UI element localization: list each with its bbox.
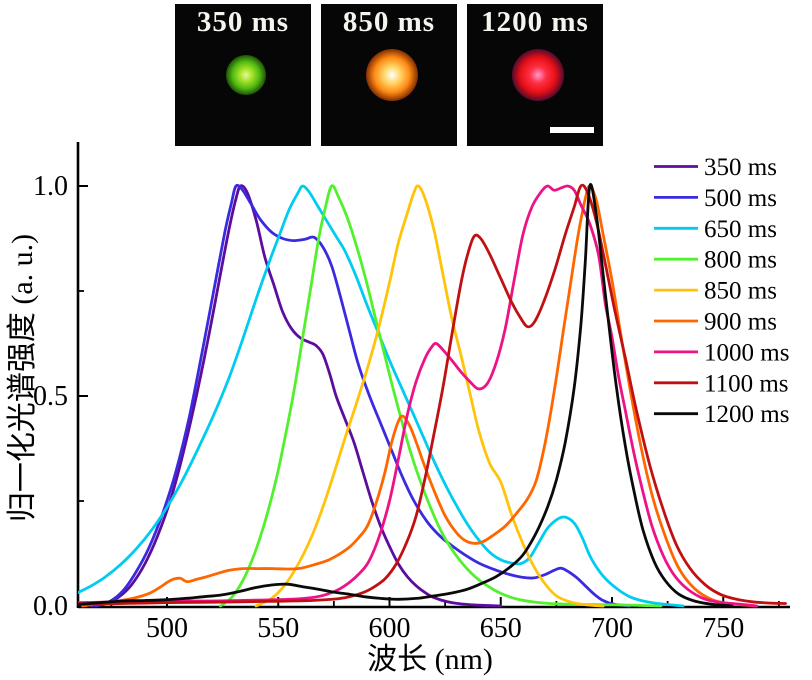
- series-curve-850ms: [254, 184, 605, 608]
- legend-label: 500 ms: [704, 185, 777, 212]
- legend-label: 850 ms: [704, 278, 777, 305]
- luminescent-dot: [225, 55, 266, 95]
- y-tick-label: 1.0: [33, 171, 68, 202]
- legend-item-900ms: 900 ms: [654, 309, 777, 336]
- micrograph-inset: 350 ms: [175, 4, 311, 146]
- legend-label: 1100 ms: [704, 370, 789, 397]
- y-tick-label: 0.0: [33, 591, 68, 622]
- axes: 500 550 600 650 700 750 0.0 0.5 1.0: [33, 142, 790, 644]
- legend-label: 650 ms: [704, 216, 777, 243]
- x-tick-label: 550: [257, 613, 299, 644]
- spectra-curves: [78, 183, 787, 608]
- micrograph-label: 350 ms: [196, 6, 290, 38]
- micrograph-label: 850 ms: [342, 6, 436, 38]
- y-tick-label: 0.5: [33, 381, 68, 412]
- micrograph-inset: 1200 ms: [467, 4, 603, 146]
- luminescent-dot: [511, 49, 564, 101]
- x-tick-label: 750: [702, 613, 744, 644]
- series-curve-900ms: [81, 184, 758, 608]
- legend-item-1000ms: 1000 ms: [654, 339, 789, 366]
- luminescent-dot: [365, 49, 418, 101]
- legend-label: 1000 ms: [704, 339, 789, 366]
- micrograph-inset: 850 ms: [321, 4, 457, 146]
- series-curve-800ms: [219, 184, 663, 608]
- legend-item-350ms: 350 ms: [654, 154, 777, 181]
- legend-label: 1200 ms: [704, 401, 789, 428]
- series-curve-1200ms: [78, 183, 734, 608]
- legend-item-800ms: 800 ms: [654, 247, 777, 274]
- micrograph-label: 1200 ms: [481, 6, 589, 38]
- scale-bar: [550, 127, 594, 133]
- legend-item-500ms: 500 ms: [654, 185, 777, 212]
- x-axis-title: 波长 (nm): [367, 643, 493, 676]
- series-curve-650ms: [78, 184, 685, 608]
- y-axis-title: 归一化光谱强度 (a. u.): [6, 234, 39, 522]
- legend-label: 800 ms: [704, 247, 777, 274]
- x-tick-label: 650: [480, 613, 522, 644]
- legend-item-1200ms: 1200 ms: [654, 401, 789, 428]
- legend-item-850ms: 850 ms: [654, 278, 777, 305]
- legend: 350 ms 500 ms 650 ms 800 ms 850 ms 900 ms 1000…: [654, 154, 789, 428]
- x-tick-label: 500: [146, 613, 188, 644]
- x-tick-label: 600: [369, 613, 411, 644]
- legend-label: 900 ms: [704, 309, 777, 336]
- x-tick-label: 700: [591, 613, 633, 644]
- series-curve-500ms: [94, 183, 632, 608]
- series-curve-1000ms: [78, 184, 758, 608]
- legend-item-650ms: 650 ms: [654, 216, 777, 243]
- legend-item-1100ms: 1100 ms: [654, 370, 789, 397]
- series-curve-1100ms: [78, 183, 787, 606]
- legend-label: 350 ms: [704, 154, 777, 181]
- series-curve-350ms: [89, 184, 503, 608]
